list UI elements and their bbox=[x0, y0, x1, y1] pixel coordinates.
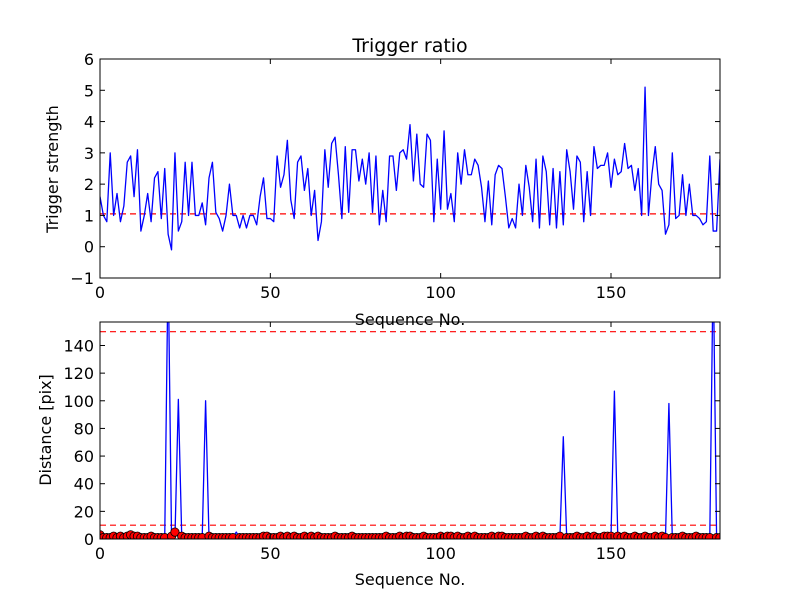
x-axis-label: Sequence No. bbox=[355, 570, 466, 589]
distance-panel: Sequence No. Distance [pix] 0 50 100 150 0 20… bbox=[36, 321, 721, 589]
y-tick-label: 0 bbox=[84, 238, 94, 257]
y-tick-label: 2 bbox=[84, 175, 94, 194]
x-axis-label: Sequence No. bbox=[355, 310, 466, 329]
y-tick-label: 6 bbox=[84, 50, 94, 69]
y-tick-label: 4 bbox=[84, 113, 94, 132]
x-tick-label: 100 bbox=[425, 544, 456, 563]
trigger-ratio-panel: Trigger ratio Sequence No. Trigger stren… bbox=[43, 35, 721, 329]
y-tick-label: 1 bbox=[84, 206, 94, 225]
y-tick-label: −1 bbox=[70, 269, 94, 288]
y-axis-label: Trigger strength bbox=[43, 105, 62, 234]
y-tick-label: 0 bbox=[84, 530, 94, 549]
x-tick-label: 150 bbox=[596, 283, 627, 302]
x-tick-label: 50 bbox=[260, 544, 280, 563]
y-tick-label: 120 bbox=[63, 364, 94, 383]
plot-frame bbox=[99, 321, 721, 540]
y-axis-label: Distance [pix] bbox=[36, 374, 55, 486]
y-tick-label: 140 bbox=[63, 336, 94, 355]
x-tick-label: 0 bbox=[95, 283, 105, 302]
y-tick-label: 20 bbox=[74, 502, 94, 521]
x-tick-label: 150 bbox=[596, 544, 627, 563]
y-tick-label: 3 bbox=[84, 144, 94, 163]
chart-title: Trigger ratio bbox=[351, 35, 467, 57]
x-tick-label: 100 bbox=[425, 283, 456, 302]
data-point bbox=[170, 527, 180, 537]
y-tick-label: 60 bbox=[74, 447, 94, 466]
plot-frame bbox=[99, 58, 721, 279]
series-line bbox=[100, 322, 720, 539]
series-line bbox=[100, 86, 720, 251]
y-tick-label: 40 bbox=[74, 475, 94, 494]
y-tick-label: 80 bbox=[74, 419, 94, 438]
y-tick-label: 5 bbox=[84, 81, 94, 100]
x-tick-label: 50 bbox=[260, 283, 280, 302]
x-tick-label: 0 bbox=[95, 544, 105, 563]
y-tick-label: 100 bbox=[63, 392, 94, 411]
